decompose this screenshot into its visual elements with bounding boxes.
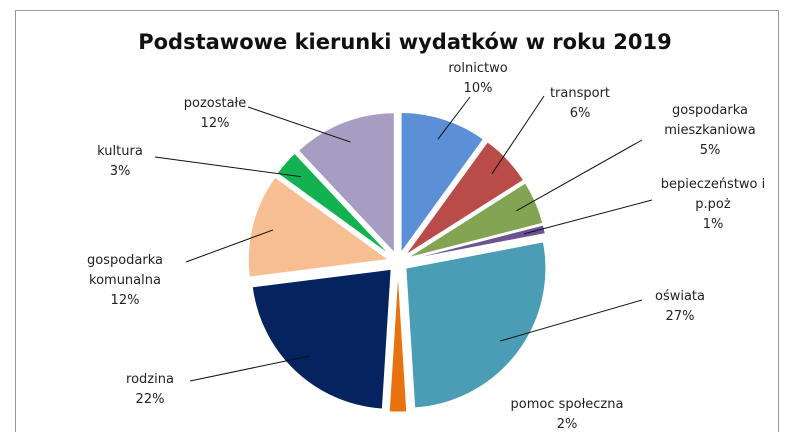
- category-label: bepieczeństwo i p.poż: [660, 177, 766, 212]
- data-label: kultura 3%: [75, 142, 165, 182]
- category-label: gospodarka komunalna: [86, 253, 163, 288]
- category-label: rodzina: [126, 372, 174, 387]
- pie-slice: [400, 111, 485, 255]
- data-label: bepieczeństwo i p.poż 1%: [648, 175, 778, 235]
- value-label: 3%: [109, 164, 131, 179]
- category-label: oświata: [654, 289, 705, 304]
- value-label: 2%: [556, 417, 578, 432]
- leader-line: [437, 96, 471, 140]
- value-label: 5%: [699, 143, 721, 158]
- data-label: rolnictwo 10%: [433, 59, 523, 99]
- data-label: transport 6%: [535, 84, 625, 124]
- category-label: pozostałe: [183, 96, 247, 111]
- pie-slice: [297, 112, 395, 254]
- leader-line: [189, 355, 310, 382]
- pie-slice: [406, 182, 544, 259]
- value-label: 1%: [702, 217, 724, 232]
- value-label: 12%: [110, 293, 140, 308]
- leader-line: [499, 299, 643, 342]
- value-label: 22%: [135, 392, 165, 407]
- category-label: rolnictwo: [448, 61, 508, 76]
- category-label: pomoc społeczna: [510, 397, 624, 412]
- leader-line: [154, 156, 302, 178]
- leader-line: [247, 106, 351, 143]
- pie-slice: [247, 176, 390, 278]
- chart-frame: [15, 10, 779, 432]
- value-label: 10%: [463, 81, 493, 96]
- value-label: 27%: [665, 309, 695, 324]
- value-label: 6%: [569, 106, 591, 121]
- value-label: 12%: [200, 116, 230, 131]
- chart-title: Podstawowe kierunki wydatków w roku 2019: [138, 30, 672, 54]
- category-label: transport: [549, 86, 611, 101]
- data-label: pomoc społeczna 2%: [492, 395, 642, 432]
- leader-line: [185, 229, 274, 263]
- category-label: kultura: [97, 144, 143, 159]
- pie-slice: [251, 268, 392, 410]
- pie-slice: [407, 224, 546, 261]
- pie-slice: [405, 241, 547, 409]
- leader-line: [516, 139, 643, 212]
- data-label: rodzina 22%: [105, 370, 195, 410]
- pie-slice: [388, 271, 408, 413]
- leader-line: [491, 95, 545, 174]
- data-label: oświata 27%: [635, 287, 725, 327]
- category-label: gospodarka mieszkaniowa: [664, 103, 756, 138]
- data-label: pozostałe 12%: [170, 94, 260, 134]
- data-label: gospodarka komunalna 12%: [65, 251, 185, 311]
- leader-line: [523, 199, 653, 235]
- data-label: gospodarka mieszkaniowa 5%: [650, 101, 770, 161]
